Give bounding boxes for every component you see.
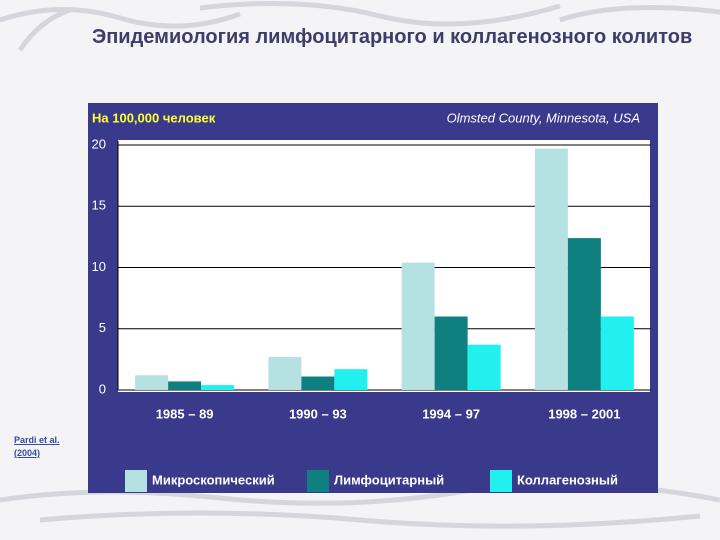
y-tick-label: 5	[99, 320, 106, 335]
x-tick-label: 1994 – 97	[422, 406, 480, 421]
legend-label: Лимфоцитарный	[334, 472, 444, 487]
bar	[168, 381, 202, 390]
y-tick-label: 15	[92, 198, 106, 213]
bar	[201, 385, 235, 390]
bar	[434, 316, 468, 390]
y-label: На 100,000 человек	[92, 110, 216, 125]
y-tick-label: 0	[99, 381, 106, 396]
y-tick-label: 20	[92, 136, 106, 151]
annotation: Olmsted County, Minnesota, USA	[447, 110, 640, 125]
y-tick-label: 10	[92, 259, 106, 274]
bar	[268, 356, 302, 390]
source: Pardi et al. (2004)	[14, 435, 60, 458]
bar	[600, 316, 634, 390]
bar	[135, 375, 169, 390]
bar	[301, 376, 335, 390]
bar	[334, 369, 368, 390]
x-tick-label: 1985 – 89	[156, 406, 214, 421]
bar	[467, 344, 501, 390]
legend-label: Микроскопический	[152, 472, 275, 487]
x-tick-label: 1998 – 2001	[548, 406, 620, 421]
legend-swatch	[307, 470, 329, 492]
bar	[534, 148, 568, 390]
chart-title: Эпидемиология лимфоцитарного и коллагено…	[92, 26, 693, 48]
x-tick-label: 1990 – 93	[289, 406, 347, 421]
bar	[401, 262, 435, 390]
legend-swatch	[490, 470, 512, 492]
legend-swatch	[125, 470, 147, 492]
legend-label: Коллагенозный	[517, 472, 618, 487]
bar	[567, 238, 601, 390]
